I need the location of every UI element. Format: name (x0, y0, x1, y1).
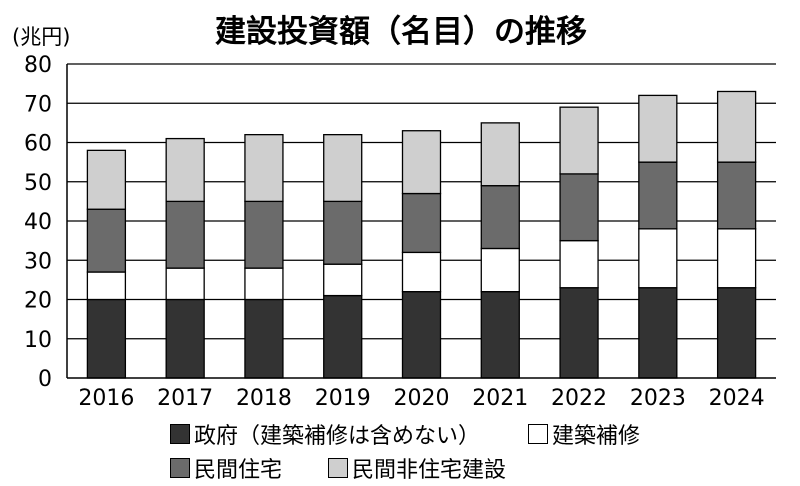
bar-2021-series-0 (480, 290, 520, 379)
legend-item-government: 政府（建築補修は含めない） (170, 418, 480, 450)
y-tick-label-20: 20 (24, 289, 52, 314)
bar-2020-series-2 (401, 192, 442, 254)
bar-2019-series-2 (323, 200, 363, 265)
stacked-bar-chart: 0 10 20 30 40 50 60 70 80 2016 2017 2018 2019 2020 202… (24, 53, 776, 411)
bar-2016-series-3 (86, 149, 127, 210)
x-tick-label-2022: 2022 (551, 386, 607, 411)
bar-2021-series-1 (480, 247, 520, 293)
bar-2017-series-2 (165, 200, 205, 269)
legend-label-government: 政府（建築補修は含めない） (194, 424, 481, 449)
y-tick-label-60: 60 (24, 132, 52, 157)
x-tick-label-2017: 2017 (157, 386, 213, 411)
bar-2019-series-1 (323, 263, 363, 297)
bar-2016-series-1 (86, 271, 127, 301)
y-tick-label-40: 40 (24, 210, 52, 235)
bar-2023-series-0 (638, 287, 678, 379)
bar-2019-series-0 (323, 294, 363, 379)
legend-item-private-residential: 民間住宅 (170, 452, 282, 484)
bar-2022-series-1 (559, 239, 599, 289)
bar-2021-series-2 (480, 185, 520, 250)
y-tick-label-0: 0 (38, 367, 52, 392)
bar-2020-series-3 (401, 130, 442, 195)
bar-2022-series-2 (559, 173, 599, 242)
legend-item-private-nonresidential: 民間非住宅建設 (328, 452, 506, 484)
bar-2018-series-0 (244, 298, 284, 379)
bar-2016-series-0 (86, 298, 127, 379)
bar-2017-series-0 (165, 298, 205, 379)
bar-2023-series-3 (638, 94, 678, 163)
bar-2020-series-1 (401, 251, 442, 293)
x-tick-label-2024: 2024 (709, 386, 765, 411)
chart-legend: 政府（建築補修は含めない） 建築補修 民間住宅 民間非住宅建設 (0, 414, 800, 484)
bar-2022-series-3 (559, 106, 599, 175)
bar-2024-series-0 (716, 287, 757, 379)
legend-label-private-residential: 民間住宅 (194, 458, 283, 483)
bar-2017-series-3 (165, 137, 205, 203)
x-tick-label-2023: 2023 (630, 386, 686, 411)
legend-swatch-private-nonresidential (328, 458, 348, 478)
bar-2024-series-1 (716, 228, 757, 289)
chart-title: 建設投資額（名目）の推移 (215, 14, 587, 50)
y-tick-label-80: 80 (24, 53, 52, 78)
bar-2023-series-2 (638, 161, 678, 230)
y-axis-unit-label: (兆円) (12, 25, 71, 49)
bar-2016-series-2 (86, 208, 127, 273)
bar-2020-series-0 (401, 290, 442, 379)
x-tick-label-2018: 2018 (236, 386, 292, 411)
bar-2017-series-1 (165, 267, 205, 301)
bar-2018-series-1 (244, 267, 284, 301)
x-tick-label-2021: 2021 (472, 386, 528, 411)
x-tick-label-2019: 2019 (315, 386, 371, 411)
y-tick-label-50: 50 (24, 171, 52, 196)
bar-2018-series-2 (244, 200, 284, 269)
x-tick-label-2020: 2020 (394, 386, 450, 411)
bar-2023-series-1 (638, 228, 678, 289)
legend-swatch-private-residential (170, 458, 190, 478)
bar-2019-series-3 (323, 133, 363, 203)
legend-label-private-nonresidential: 民間非住宅建設 (352, 458, 507, 483)
legend-item-building-repair: 建築補修 (528, 418, 640, 450)
legend-swatch-building-repair (528, 424, 548, 444)
bar-2024-series-3 (716, 90, 757, 163)
y-tick-label-70: 70 (24, 92, 52, 117)
legend-swatch-government (170, 424, 190, 444)
legend-label-building-repair: 建築補修 (552, 424, 641, 449)
bar-2018-series-3 (244, 133, 284, 203)
bar-2021-series-3 (480, 122, 520, 187)
bar-2024-series-2 (716, 161, 757, 230)
y-tick-label-10: 10 (24, 328, 52, 353)
x-tick-label-2016: 2016 (78, 386, 134, 411)
y-tick-label-30: 30 (24, 249, 52, 274)
bar-2022-series-0 (559, 287, 599, 379)
